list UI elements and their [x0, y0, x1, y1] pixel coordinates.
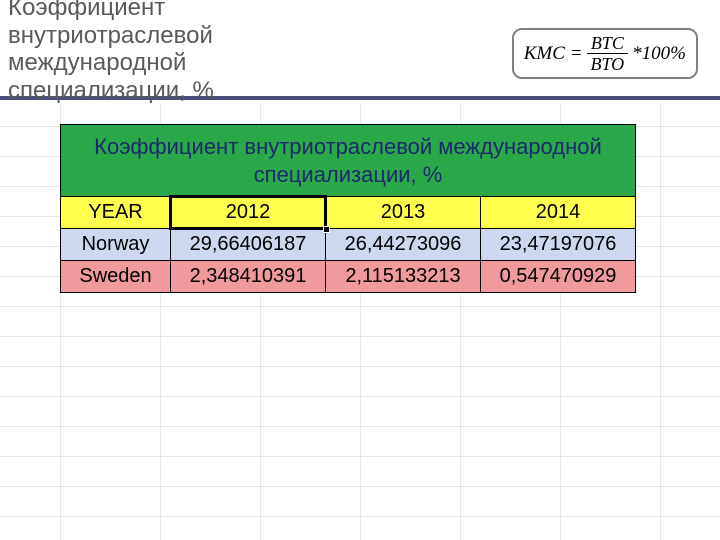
formula-fraction: BTC BTO: [586, 34, 628, 73]
data-table: Коэффициент внутриотраслевой международн…: [60, 124, 636, 293]
formula-lhs: KMC =: [524, 43, 587, 65]
formula-numerator: BTC: [587, 34, 628, 54]
table-row: Norway 29,66406187 26,44273096 23,471970…: [61, 229, 636, 261]
data-cell[interactable]: 2,115133213: [326, 261, 481, 293]
formula-box: KMC = BTC BTO *100%: [512, 28, 698, 79]
spreadsheet-grid-area: Коэффициент внутриотраслевой международн…: [0, 104, 720, 540]
header-region: Коэффициент внутриотраслевой международн…: [0, 0, 720, 100]
year-cell-2013[interactable]: 2013: [326, 197, 481, 229]
data-cell[interactable]: 2,348410391: [171, 261, 326, 293]
table-year-row: YEAR 2012 2013 2014: [61, 197, 636, 229]
formula-denominator: BTO: [586, 54, 628, 73]
data-cell[interactable]: 23,47197076: [481, 229, 636, 261]
data-cell[interactable]: 0,547470929: [481, 261, 636, 293]
row-label-sweden[interactable]: Sweden: [61, 261, 171, 293]
formula-rhs: *100%: [628, 43, 686, 65]
year-label-cell[interactable]: YEAR: [61, 197, 171, 229]
table-header-row: Коэффициент внутриотраслевой международн…: [61, 125, 636, 197]
data-cell[interactable]: 26,44273096: [326, 229, 481, 261]
page-title: Коэффициент внутриотраслевой международн…: [8, 0, 368, 104]
row-label-norway[interactable]: Norway: [61, 229, 171, 261]
table-title-cell[interactable]: Коэффициент внутриотраслевой международн…: [61, 125, 636, 197]
table-row: Sweden 2,348410391 2,115133213 0,5474709…: [61, 261, 636, 293]
year-cell-2012[interactable]: 2012: [171, 197, 326, 229]
year-cell-2014[interactable]: 2014: [481, 197, 636, 229]
data-cell[interactable]: 29,66406187: [171, 229, 326, 261]
